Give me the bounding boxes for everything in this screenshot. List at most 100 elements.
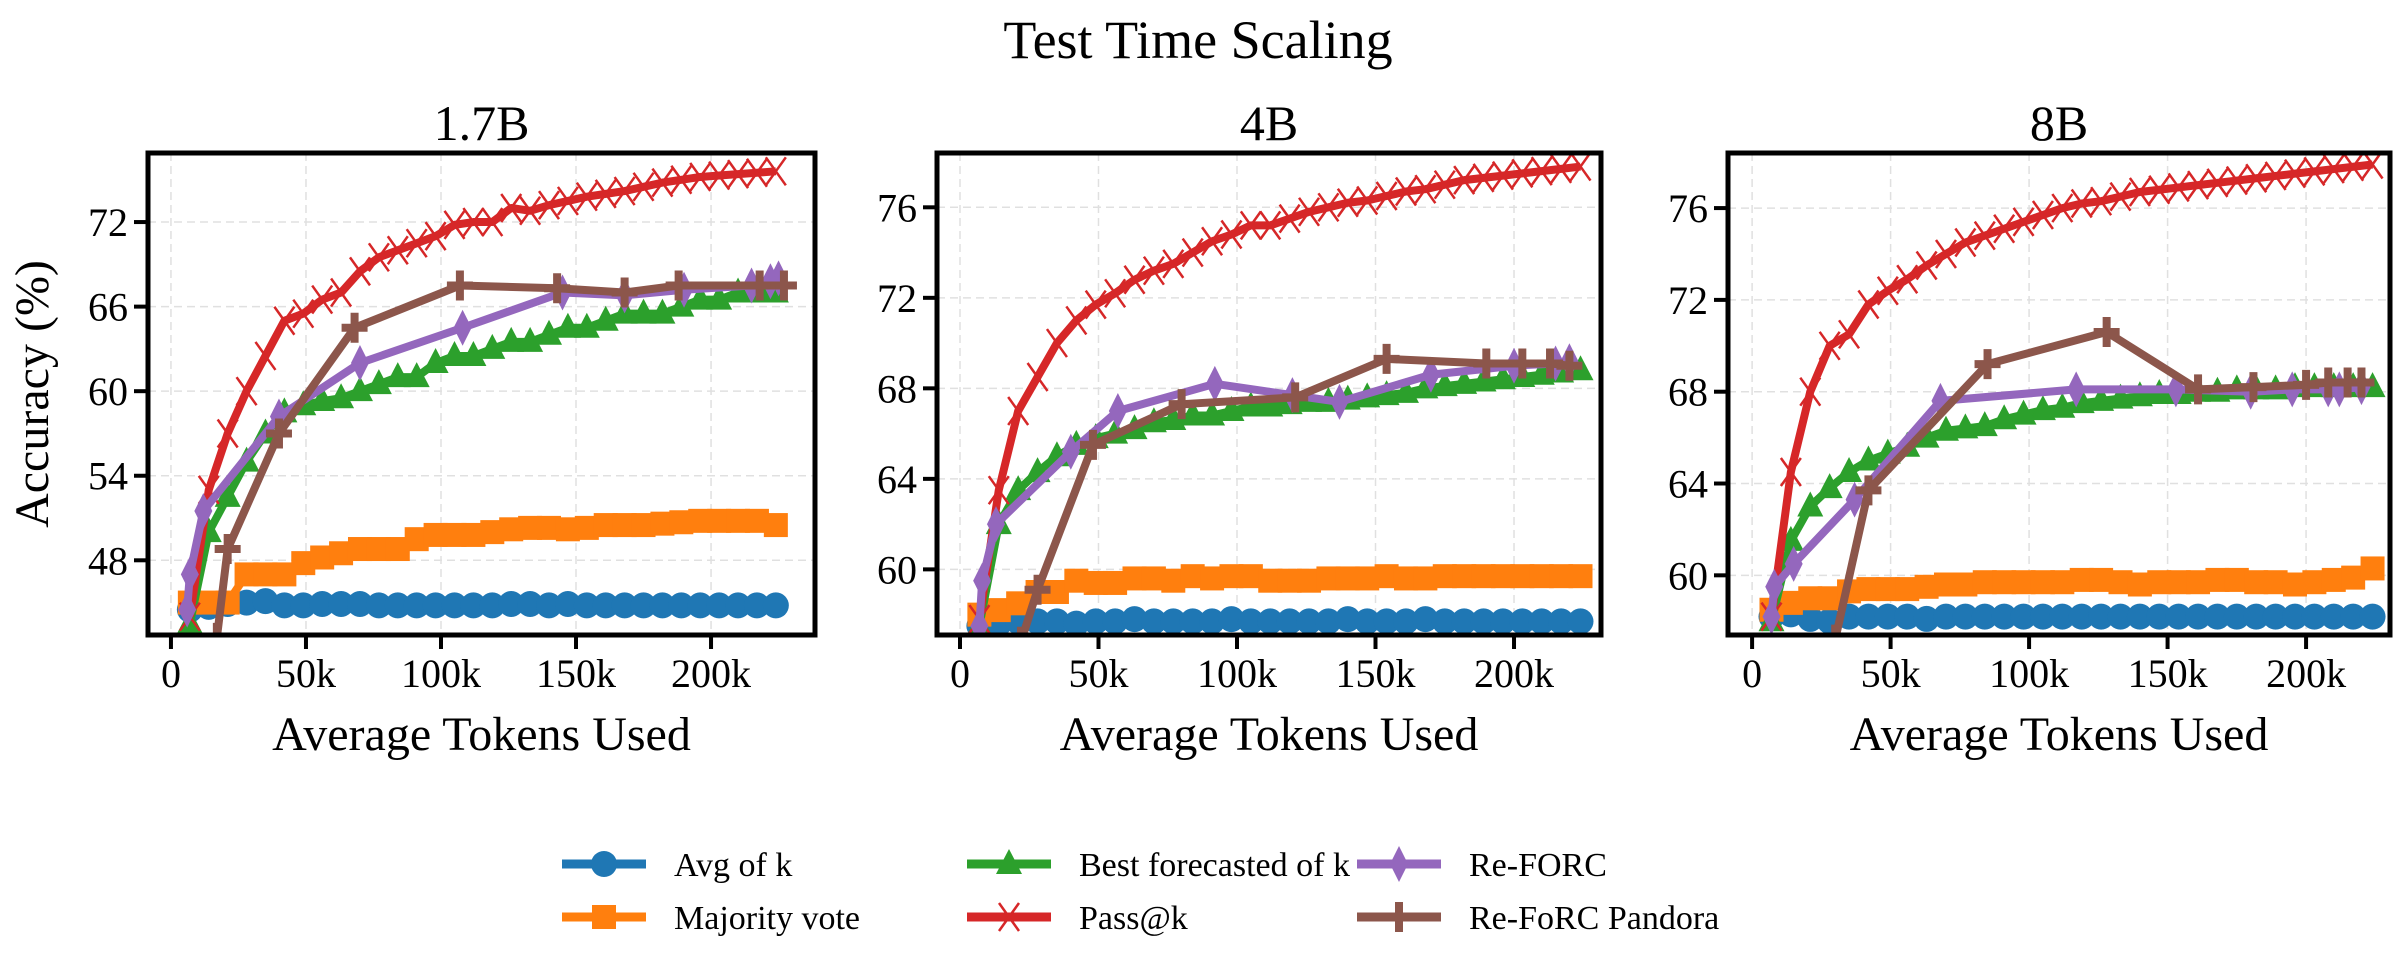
legend-label: Re-FORC [1469,847,1607,884]
point-best-forecasted-of-k [309,386,336,412]
point-pass-k [1530,156,1553,186]
point-pass-k [1181,237,1204,268]
point-best-forecasted-of-k [498,326,525,352]
x-tick-label: 150k [1336,651,1416,696]
point-avg-of-k [1160,608,1187,635]
point-re-forc-pandora [203,622,230,635]
point-re-forc [1765,568,1784,605]
point-avg-of-k [1063,610,1090,635]
point-pass-k [254,341,277,371]
legend-item-best-forecasted-of-k: Best forecasted of k [967,847,1350,884]
point-pass-k [1414,174,1437,204]
point-re-forc-pandora [2348,367,2375,398]
legend-marker [996,849,1022,874]
y-tick-label: 54 [88,454,128,499]
point-re-forc [973,562,992,599]
point-majority-vote [253,562,278,587]
panel-title: 1.7B [434,95,530,151]
point-avg-of-k [649,592,676,619]
point-re-forc-pandora [446,270,473,301]
point-re-forc [2067,371,2086,408]
point-pass-k [1278,203,1301,234]
point-avg-of-k [2320,603,2347,630]
legend-item-re-forc: Re-FORC [1357,846,1607,884]
point-avg-of-k [233,589,260,616]
point-pass-k [2245,163,2268,193]
point-avg-of-k [2359,603,2386,630]
point-pass-k [1259,210,1282,241]
point-best-forecasted-of-k [1971,411,1998,437]
y-tick-label: 68 [1668,370,1708,415]
legend-item-re-forc-pandora: Re-FoRC Pandora [1357,900,1719,937]
point-pass-k [311,284,334,315]
y-tick-label: 60 [1668,553,1708,598]
point-best-forecasted-of-k [460,340,487,366]
point-pass-k [348,256,371,287]
x-tick-label: 200k [671,651,751,696]
legend-marker [1386,902,1412,932]
point-avg-of-k [1257,608,1284,635]
point-pass-k [1201,226,1224,256]
point-pass-k [1799,376,1822,407]
x-tick-label: 0 [1742,651,1762,696]
line-pass-k [185,167,777,618]
point-best-forecasted-of-k [2049,392,2076,418]
point-pass-k [1838,319,1861,350]
point-avg-of-k [573,592,600,619]
point-best-forecasted-of-k [2029,395,2056,421]
series-avg-of-k [176,588,789,623]
point-pass-k [1239,210,1262,241]
point-pass-k [292,298,315,329]
point-pass-k [1472,163,1495,193]
point-best-forecasted-of-k [1451,368,1478,394]
point-pass-k [2167,172,2190,203]
point-avg-of-k [1971,603,1998,630]
line-re-forc-pandora [1018,354,1570,635]
point-pass-k [987,475,1010,505]
y-tick-label: 66 [88,285,128,330]
panel-title: 8B [2030,95,2088,151]
x-tick-label: 50k [1068,651,1128,696]
point-avg-of-k [1218,606,1245,633]
point-re-forc-pandora [1509,348,1536,379]
point-avg-of-k [743,592,770,619]
point-pass-k [500,193,523,223]
legend-item-pass-k: Pass@k [967,900,1188,937]
point-avg-of-k [1102,608,1129,635]
point-avg-of-k [1354,608,1381,635]
point-pass-k [2206,168,2229,198]
figure-title: Test Time Scaling [1003,10,1392,70]
legend-label: Avg of k [674,847,792,884]
point-pass-k [2128,177,2151,207]
point-re-forc-pandora [1855,475,1882,506]
point-avg-of-k [1451,608,1478,635]
panel-1-7b: 0 50k 100k 150k 200k 48 54 60 66 72 1.7B Average To… [6,95,818,761]
point-best-forecasted-of-k [403,362,430,388]
point-best-forecasted-of-k [517,326,544,352]
point-avg-of-k [460,592,487,619]
legend-label: Pass@k [1079,900,1188,937]
point-re-forc-pandora [2293,369,2320,400]
point-pass-k [1162,249,1185,279]
point-avg-of-k [2243,603,2270,630]
x-axis-label: Average Tokens Used [1060,708,1479,761]
point-avg-of-k [2088,603,2115,630]
point-pass-k [1317,192,1340,223]
point-best-forecasted-of-k [2068,388,2095,414]
x-tick-label: 50k [1861,651,1921,696]
point-pass-k [1375,181,1398,211]
legend-marker [592,905,616,929]
point-pass-k [1934,239,1958,269]
panel-8b: 0 50k 100k 150k 200k 60 64 68 72 76 8B Average Toke… [1668,95,2393,761]
point-best-forecasted-of-k [536,319,563,345]
point-avg-of-k [1991,603,2018,630]
x-tick-label: 50k [276,651,336,696]
point-re-forc [1784,545,1803,582]
point-pass-k [2342,153,2365,182]
point-best-forecasted-of-k [1797,491,1824,517]
x-tick-label: 100k [401,651,481,696]
point-best-forecasted-of-k [668,291,695,317]
point-best-forecasted-of-k [1373,380,1400,406]
point-majority-vote [1568,564,1593,589]
point-pass-k [1491,160,1514,191]
